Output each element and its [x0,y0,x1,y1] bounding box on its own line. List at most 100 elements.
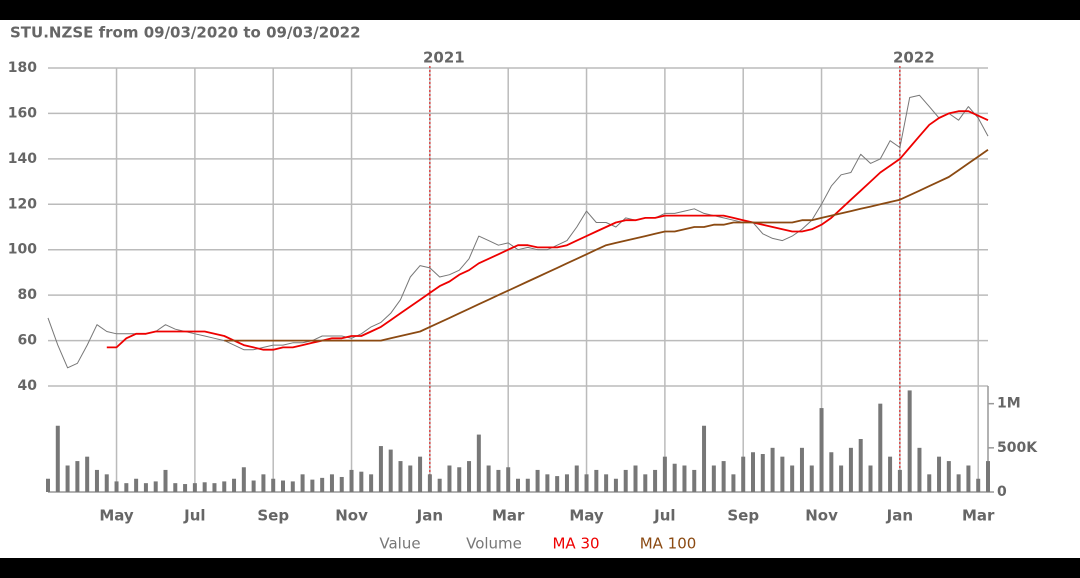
y-tick-label: 120 [8,196,37,212]
volume-bar [751,452,755,492]
volume-bar [643,474,648,492]
volume-bar [731,474,736,492]
volume-bar [976,478,981,492]
volume-bar [153,481,158,492]
volume-bar [564,474,569,492]
volume-bar [937,456,942,492]
volume-bar [496,469,501,492]
x-tick-label: Jul [183,507,205,525]
volume-bar [516,478,520,492]
volume-bar [878,403,883,492]
volume-bar [633,465,638,492]
volume-bar [251,480,256,492]
volume-bar [192,483,197,492]
volume-bar [467,461,472,492]
volume-bar [418,456,423,492]
volume-bar [339,476,344,492]
year-label: 2022 [893,49,935,67]
volume-bar [114,481,119,492]
volume-bar [486,465,491,492]
x-tick-label: Mar [962,507,995,525]
volume-bar [917,447,922,492]
volume-bar [143,483,148,492]
volume-bar [584,474,589,492]
volume-bar [966,465,971,492]
y2-tick-label: 500K [997,440,1038,456]
y-tick-label: 40 [18,378,38,394]
volume-bar [46,478,50,492]
y-tick-label: 100 [8,242,37,258]
y-tick-label: 60 [18,333,38,349]
volume-bar [447,465,452,492]
y2-tick-label: 1M [997,396,1021,412]
volume-bar [555,476,560,492]
volume-bar [212,483,217,492]
volume-bar [378,446,383,492]
x-tick-label: Sep [727,507,759,525]
volume-bar [868,465,873,492]
y-tick-label: 80 [18,287,38,303]
volume-bar [300,474,305,492]
volume-bar [839,465,844,492]
volume-bar [702,425,707,492]
volume-bar [799,447,804,492]
volume-bar [809,465,814,492]
series-line [224,149,989,342]
chart-title: STU.NZSE from 09/03/2020 to 09/03/2022 [10,24,361,42]
y2-tick-label: 0 [997,484,1007,500]
y-tick-label: 160 [8,105,37,121]
volume-bar [780,456,785,492]
volume-bar [907,390,912,492]
volume-bar [770,447,775,492]
volume-bar [672,463,677,492]
legend-label: MA 100 [640,535,697,553]
volume-bar [329,474,334,492]
volume-bar [65,465,70,492]
volume-bar [858,439,863,492]
volume-bar [535,469,540,492]
volume-bar [927,474,932,492]
volume-bar [241,467,246,492]
x-tick-label: May [569,507,604,525]
volume-bar [604,474,609,492]
volume-bar [682,465,687,492]
volume-bar [506,467,511,492]
volume-bar [222,481,227,492]
volume-bar [320,477,325,492]
volume-bar [104,474,109,492]
volume-bar [525,478,530,492]
volume-bar [173,483,178,492]
year-label: 2021 [423,49,465,67]
volume-bar [55,425,60,492]
volume-bar [261,474,266,492]
volume-bar [594,469,599,492]
volume-bar [574,465,579,492]
x-tick-label: Sep [257,507,289,525]
y-tick-label: 140 [8,151,37,167]
volume-bar [613,478,618,492]
volume-bar [408,465,413,492]
volume-bar [75,461,80,492]
volume-bar [653,469,658,492]
volume-bar [398,461,403,492]
volume-bar [888,456,893,492]
volume-bar [85,456,90,492]
volume-bar [721,461,726,492]
volume-bar [290,481,295,492]
volume-bar [741,456,746,492]
volume-bar [545,474,550,492]
volume-bar [202,482,207,492]
volume-bar [819,408,824,492]
volume-bar [623,469,628,492]
legend-label: Value [379,535,420,553]
volume-bar [183,484,188,492]
volume-bar [790,465,795,492]
x-tick-label: Jan [886,507,913,525]
volume-bar [956,474,961,492]
volume-bar [457,467,462,492]
volume-bar [124,483,129,492]
volume-bar [427,474,432,492]
volume-bar [349,469,354,492]
x-tick-label: Jan [416,507,443,525]
